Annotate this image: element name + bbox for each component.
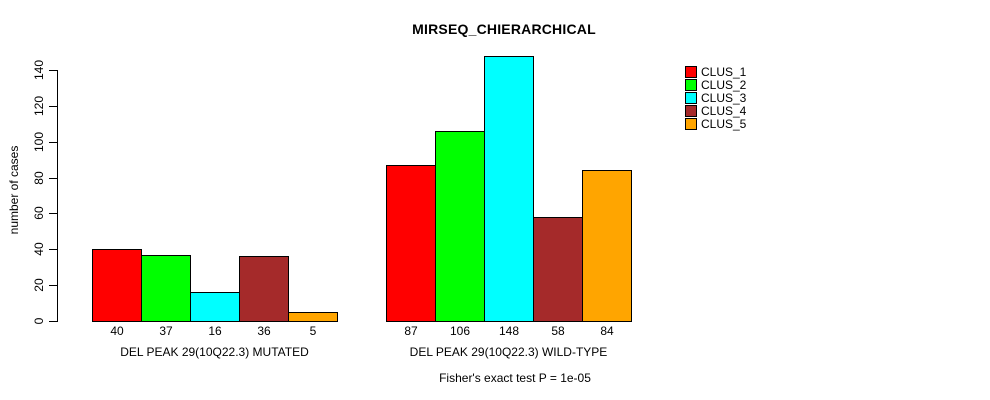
- legend-swatch: [685, 92, 697, 104]
- legend-label: CLUS_2: [701, 78, 747, 92]
- y-axis-tick-label: 0: [32, 317, 46, 325]
- y-axis-tick: [49, 321, 57, 322]
- bar-value-label: 36: [257, 324, 271, 338]
- bar-value-label: 148: [498, 324, 520, 338]
- y-axis-tick-label: 100: [32, 131, 46, 153]
- bar-clus_2-wild-type: [435, 131, 485, 322]
- legend-label: CLUS_1: [701, 65, 747, 79]
- bar-clus_1-wild-type: [386, 165, 436, 322]
- bar-value-label: 16: [208, 324, 222, 338]
- legend-label: CLUS_3: [701, 91, 747, 105]
- legend-label: CLUS_5: [701, 117, 747, 131]
- bar-value-label: 87: [404, 324, 418, 338]
- bar-clus_3-mutated: [190, 292, 240, 322]
- y-axis-tick: [49, 142, 57, 143]
- chart-title: MIRSEQ_CHIERARCHICAL: [412, 21, 596, 37]
- bar-clus_4-mutated: [239, 256, 289, 322]
- y-axis-tick: [49, 106, 57, 107]
- y-axis-tick: [49, 70, 57, 71]
- bar-value-label: 58: [551, 324, 565, 338]
- y-axis-tick-label: 60: [32, 206, 46, 220]
- bar-value-label: 5: [309, 324, 317, 338]
- y-axis-tick: [49, 285, 57, 286]
- y-axis-tick: [49, 249, 57, 250]
- bar-clus_2-mutated: [141, 255, 191, 322]
- legend-label: CLUS_4: [701, 104, 747, 118]
- y-axis-tick: [49, 213, 57, 214]
- bar-value-label: 37: [159, 324, 173, 338]
- y-axis-tick-label: 80: [32, 171, 46, 185]
- legend-swatch: [685, 79, 697, 91]
- bar-clus_3-wild-type: [484, 56, 534, 322]
- legend-swatch: [685, 118, 697, 130]
- group-label: DEL PEAK 29(10Q22.3) WILD-TYPE: [409, 345, 608, 359]
- bar-clus_4-wild-type: [533, 217, 583, 322]
- bar-clus_1-mutated: [92, 249, 142, 322]
- y-axis-tick-label: 20: [32, 278, 46, 292]
- legend-swatch: [685, 66, 697, 78]
- y-axis-tick-label: 120: [32, 95, 46, 117]
- bar-value-label: 40: [110, 324, 124, 338]
- bar-value-label: 84: [600, 324, 614, 338]
- y-axis-tick-label: 40: [32, 242, 46, 256]
- bar-value-label: 106: [449, 324, 471, 338]
- legend-swatch: [685, 105, 697, 117]
- bar-clus_5-mutated: [288, 312, 338, 322]
- y-axis-tick-label: 140: [32, 59, 46, 81]
- bar-clus_5-wild-type: [582, 170, 632, 322]
- group-label: DEL PEAK 29(10Q22.3) MUTATED: [120, 345, 309, 359]
- y-axis-line: [57, 70, 58, 322]
- footer-note: Fisher's exact test P = 1e-05: [439, 371, 591, 385]
- y-axis-tick: [49, 178, 57, 179]
